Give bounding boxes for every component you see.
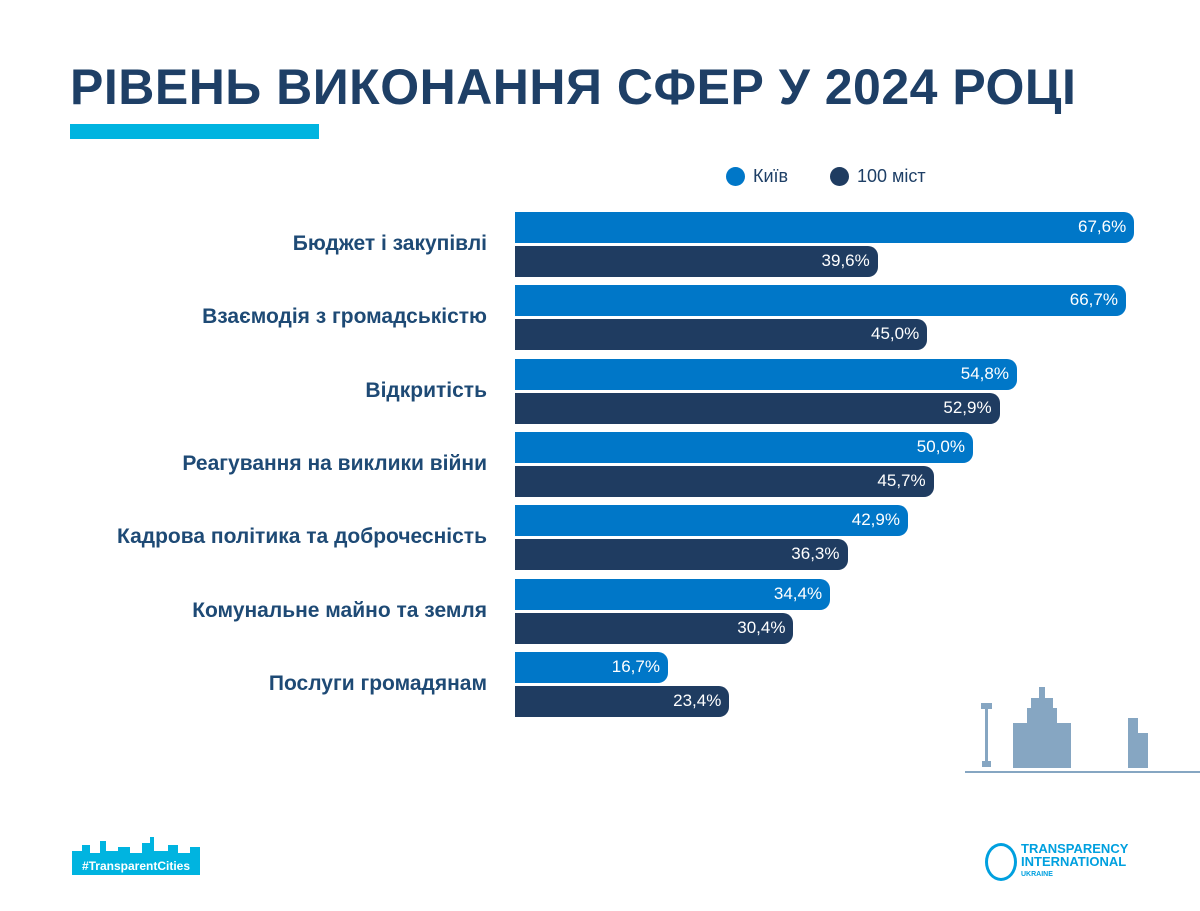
- bar-100-cities: 52,9%: [515, 392, 1000, 424]
- data-label: 45,0%: [870, 324, 920, 344]
- data-label: 34,4%: [773, 583, 823, 603]
- bar-kyiv: 34,4%: [515, 578, 831, 610]
- bar-kyiv: 54,8%: [515, 358, 1017, 390]
- legend-dot-icon: [830, 167, 849, 186]
- category-label: Кадрова політика та доброчесність: [117, 525, 487, 549]
- legend-item-kyiv: Київ: [726, 166, 788, 187]
- category-label: Відкритість: [365, 378, 487, 402]
- bar-kyiv: 42,9%: [515, 505, 908, 537]
- page-title: РІВЕНЬ ВИКОНАННЯ СФЕР У 2024 РОЦІ: [70, 59, 1077, 115]
- bar-100-cities: 45,7%: [515, 465, 934, 497]
- hashtag-label: #TransparentCities: [72, 857, 200, 875]
- category-label: Взаємодія з громадськістю: [202, 305, 487, 329]
- data-label: 54,8%: [960, 363, 1009, 383]
- bar-100-cities: 36,3%: [515, 539, 848, 571]
- legend-dot-icon: [726, 167, 745, 186]
- legend-label: 100 міст: [857, 166, 926, 186]
- category-label: Бюджет і закупівлі: [292, 232, 487, 255]
- data-label: 42,9%: [851, 510, 900, 530]
- data-label: 52,9%: [943, 397, 992, 417]
- transparent-cities-logo: #TransparentCities: [72, 837, 200, 875]
- data-label: 36,3%: [791, 544, 840, 564]
- data-label: 50,0%: [916, 436, 965, 456]
- ti-logo-icon: [985, 842, 1017, 881]
- transparency-international-logo: TRANSPARENCY INTERNATIONAL UKRAINE: [985, 842, 1128, 881]
- title-accent-bar: [70, 124, 319, 139]
- category-label: Послуги громадянам: [268, 671, 487, 695]
- category-label: Комунальне майно та земля: [192, 598, 487, 622]
- kyiv-buildings-illustration: [965, 687, 1200, 773]
- bar-kyiv: 16,7%: [515, 651, 668, 683]
- data-label: 23,4%: [673, 690, 722, 710]
- category-label: Реагування на виклики війни: [182, 451, 487, 475]
- bar-100-cities: 45,0%: [515, 319, 928, 351]
- data-label: 67,6%: [1078, 217, 1127, 236]
- bar-kyiv: 66,7%: [515, 285, 1126, 317]
- bar-100-cities: 30,4%: [515, 612, 794, 644]
- bar-100-cities: 39,6%: [515, 246, 878, 277]
- data-label: 39,6%: [821, 251, 870, 270]
- legend-item-cities: 100 міст: [830, 166, 926, 187]
- bar-kyiv: 67,6%: [515, 212, 1135, 243]
- data-label: 16,7%: [611, 656, 660, 676]
- data-label: 30,4%: [737, 617, 786, 637]
- bar-100-cities: 23,4%: [515, 685, 730, 717]
- bar-kyiv: 50,0%: [515, 431, 973, 463]
- data-label: 45,7%: [877, 470, 926, 490]
- data-label: 66,7%: [1069, 290, 1118, 310]
- legend-label: Київ: [753, 166, 789, 186]
